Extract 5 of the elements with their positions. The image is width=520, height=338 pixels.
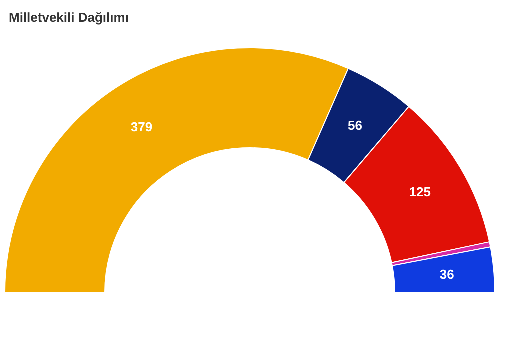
data-label: 379 <box>130 120 153 135</box>
data-label: 125 <box>409 184 432 200</box>
data-label: 56 <box>348 118 362 133</box>
chart-title: Milletvekili Dağılımı <box>9 10 129 25</box>
data-label: 36 <box>440 266 454 282</box>
